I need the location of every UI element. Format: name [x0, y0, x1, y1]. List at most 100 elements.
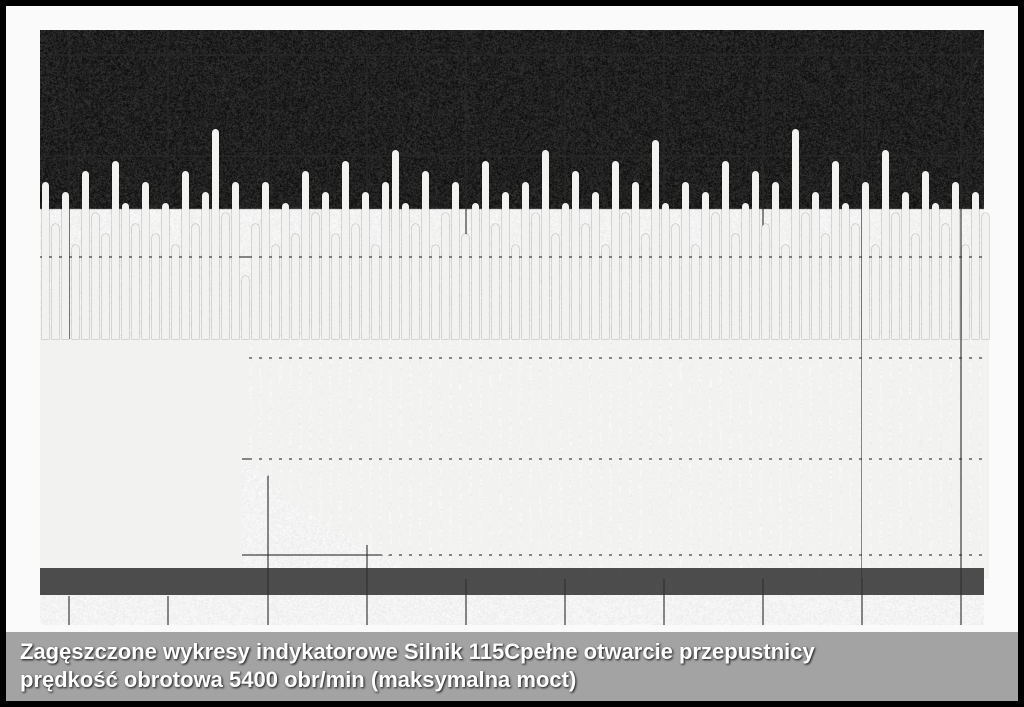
indicator-bar-upper	[212, 129, 219, 339]
indicator-bar-lower	[832, 339, 839, 579]
indicator-bar-upper	[732, 234, 739, 339]
indicator-bar-lower	[162, 339, 169, 585]
indicator-bar-upper	[822, 234, 829, 339]
indicator-bar-lower	[972, 339, 979, 579]
indicator-bar-lower	[292, 339, 299, 505]
caption-line-1: Zagęszczone wykresy indykatorowe Silnik …	[20, 638, 1004, 666]
indicator-bar-upper	[972, 192, 979, 339]
indicator-bar-lower	[772, 339, 779, 579]
indicator-bar-upper	[362, 192, 369, 339]
indicator-bar-upper	[722, 161, 729, 340]
indicator-bar-lower	[592, 339, 599, 579]
indicator-bar-upper	[652, 140, 659, 340]
indicator-bar-lower	[402, 339, 409, 567]
indicator-bar-upper	[662, 203, 669, 340]
indicator-bar-upper	[782, 245, 789, 340]
indicator-bar-upper	[912, 234, 919, 339]
indicator-bar-upper	[412, 224, 419, 340]
indicator-bar-upper	[52, 224, 59, 340]
indicator-bar-lower	[312, 339, 319, 516]
indicator-bar-lower	[62, 339, 69, 527]
indicator-bar-upper	[832, 161, 839, 340]
indicator-bar-upper	[292, 234, 299, 339]
indicator-bar-lower	[302, 339, 309, 510]
indicator-bar-lower	[712, 339, 719, 579]
indicator-bar-lower	[492, 339, 499, 579]
indicator-bar-lower	[442, 339, 449, 579]
indicator-bar-upper	[582, 224, 589, 340]
indicator-bar-lower	[452, 339, 459, 579]
indicator-bar-upper	[372, 245, 379, 340]
indicator-bar-upper	[252, 224, 259, 340]
indicator-bar-upper	[452, 182, 459, 340]
indicator-bar-upper	[332, 234, 339, 339]
indicator-bar-lower	[662, 339, 669, 579]
indicator-bar-upper	[392, 150, 399, 339]
indicator-bar-upper	[922, 171, 929, 339]
indicator-bar-upper	[302, 171, 309, 339]
indicator-bar-upper	[712, 213, 719, 339]
indicator-bar-upper	[982, 213, 989, 339]
indicator-bar-upper	[552, 234, 559, 339]
indicator-bar-upper	[802, 213, 809, 339]
indicator-bar-upper	[492, 224, 499, 340]
indicator-bar-lower	[692, 339, 699, 579]
indicator-bar-lower	[812, 339, 819, 579]
indicator-bar-lower	[722, 339, 729, 579]
indicator-bar-upper	[222, 213, 229, 339]
indicator-bar-lower	[642, 339, 649, 579]
indicator-bar-lower	[412, 339, 419, 570]
indicator-bar-lower	[682, 339, 689, 579]
indicator-bar-lower	[102, 339, 109, 556]
indicator-bar-upper	[522, 182, 529, 340]
indicator-bar-lower	[532, 339, 539, 579]
indicator-bar-upper	[862, 182, 869, 340]
indicator-bar-upper	[692, 245, 699, 340]
indicator-bar-lower	[752, 339, 759, 579]
indicator-bar-upper	[902, 192, 909, 339]
indicator-bar-upper	[382, 182, 389, 340]
indicator-bar-lower	[462, 339, 469, 579]
indicator-bar-lower	[482, 339, 489, 579]
indicator-bar-lower	[552, 339, 559, 579]
indicator-bar-upper	[812, 192, 819, 339]
indicator-bar-upper	[182, 171, 189, 339]
indicator-bar-lower	[882, 339, 889, 579]
indicator-bar-lower	[322, 339, 329, 522]
indicator-bar-lower	[582, 339, 589, 579]
indicator-bar-upper	[162, 203, 169, 340]
indicator-bar-lower	[182, 339, 189, 585]
indicator-bar-lower	[632, 339, 639, 579]
indicator-bar-upper	[202, 192, 209, 339]
indicator-bar-upper	[92, 213, 99, 339]
indicator-bar-upper	[752, 171, 759, 339]
indicator-bar-upper	[572, 171, 579, 339]
indicator-bar-lower	[252, 339, 259, 465]
indicator-bar-lower	[512, 339, 519, 579]
indicator-bar-upper	[642, 234, 649, 339]
indicator-bar-lower	[732, 339, 739, 579]
indicator-bar-upper	[72, 245, 79, 340]
indicator-bar-upper	[532, 213, 539, 339]
indicator-bar-lower	[392, 339, 399, 562]
indicator-bar-lower	[362, 339, 369, 545]
indicator-bar-lower	[132, 339, 139, 573]
indicator-bar-lower	[262, 339, 269, 476]
indicator-bar-lower	[192, 339, 199, 585]
indicator-bar-lower	[762, 339, 769, 579]
indicator-bar-lower	[42, 339, 49, 505]
indicator-bar-lower	[92, 339, 99, 550]
indicator-bar-lower	[872, 339, 879, 579]
indicator-bar-upper	[952, 182, 959, 340]
indicator-bar-upper	[942, 224, 949, 340]
indicator-bar-upper	[792, 129, 799, 339]
caption-overlay: Zagęszczone wykresy indykatorowe Silnik …	[6, 632, 1018, 701]
indicator-bar-lower	[542, 339, 549, 579]
indicator-bar-upper	[482, 161, 489, 340]
indicator-bar-lower	[922, 339, 929, 579]
indicator-bar-lower	[372, 339, 379, 550]
indicator-bar-lower	[142, 339, 149, 579]
indicator-bar-upper	[762, 224, 769, 340]
indicator-bar-upper	[772, 182, 779, 340]
indicator-bar-lower	[602, 339, 609, 579]
